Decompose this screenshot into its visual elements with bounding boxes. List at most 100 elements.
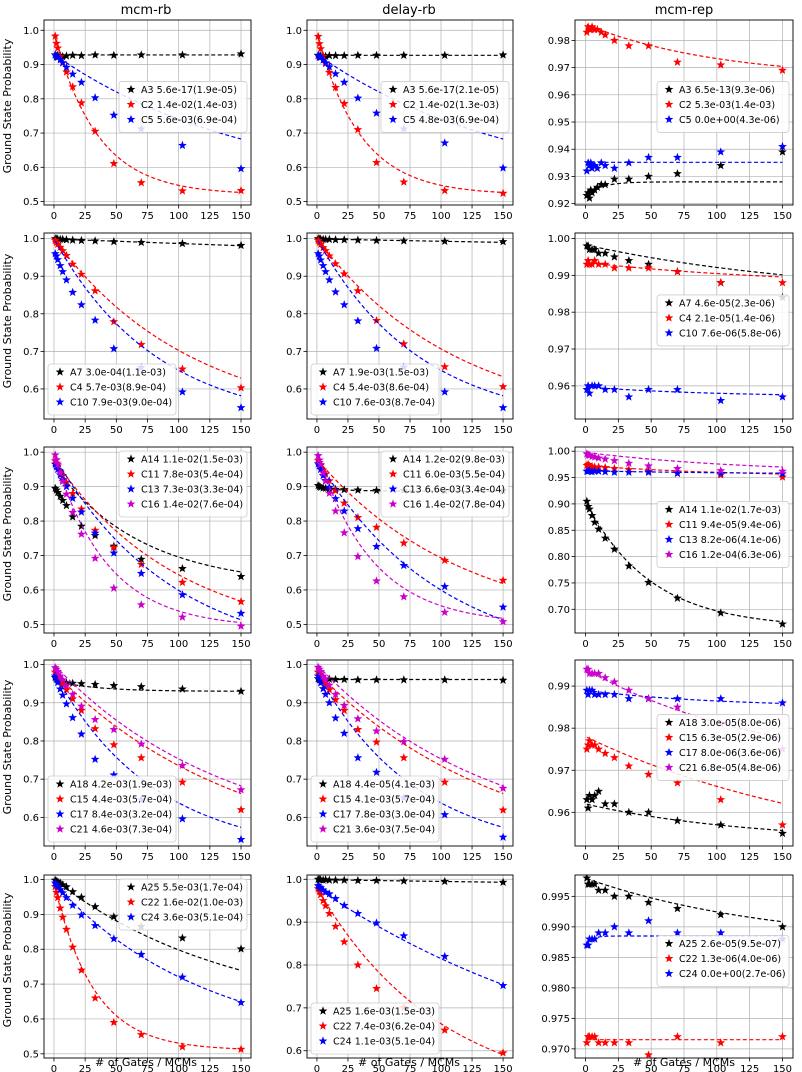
data-point: [331, 695, 340, 704]
x-tick-label: 125: [740, 639, 759, 650]
data-point: [315, 455, 324, 464]
data-point: [778, 392, 787, 401]
data-point: [55, 684, 65, 693]
data-point: [644, 41, 653, 50]
plot-area: [50, 875, 246, 1054]
data-point: [62, 482, 71, 491]
data-point: [594, 462, 604, 471]
data-point: [50, 249, 60, 258]
data-point: [109, 770, 119, 779]
x-tick-label: 0: [314, 639, 320, 650]
data-point: [498, 403, 508, 412]
x-tick-label: 125: [740, 852, 759, 863]
data-point: [236, 834, 246, 844]
x-tick-label: 50: [373, 852, 386, 863]
y-tick-label: 0.8: [23, 736, 39, 747]
legend-label: A7 3.0e-04(1.1e-03): [70, 368, 166, 379]
y-tick-label: 0.7: [23, 551, 39, 562]
fit-line: [586, 470, 783, 474]
data-point: [316, 459, 326, 469]
y-tick-label: 0.6: [286, 813, 302, 824]
x-tick-label: 0: [582, 639, 588, 650]
y-tick-label: 0.94: [548, 145, 570, 156]
series-A18: [313, 674, 508, 684]
data-point: [178, 563, 187, 573]
data-point: [372, 343, 381, 353]
data-point: [644, 1050, 653, 1058]
data-point: [498, 617, 508, 626]
data-point: [53, 487, 63, 497]
data-point: [62, 699, 71, 708]
data-point: [585, 504, 594, 513]
legend-marker: [126, 897, 136, 906]
x-tick-label: 100: [707, 425, 726, 436]
data-point: [353, 125, 363, 134]
data-point: [178, 814, 187, 823]
data-point: [324, 875, 334, 884]
fit-line: [317, 665, 504, 787]
fit-line: [317, 460, 504, 621]
y-axis-label-row4: Ground State Probability: [1, 679, 14, 814]
data-point: [600, 533, 610, 542]
data-point: [610, 891, 619, 901]
data-point: [77, 892, 86, 902]
data-point: [318, 885, 328, 894]
data-point: [58, 234, 68, 244]
col-title-mcm-rb: mcm-rb: [121, 3, 172, 18]
fit-line: [317, 888, 504, 986]
data-point: [324, 51, 334, 60]
data-point: [68, 69, 78, 78]
y-tick-label: 0.99: [548, 682, 570, 693]
fit-line: [317, 673, 504, 795]
data-point: [673, 928, 682, 937]
data-point: [353, 908, 363, 918]
data-point: [90, 528, 100, 537]
x-tick-label: 150: [231, 1064, 250, 1072]
legend-box: [656, 935, 790, 987]
fit-line: [317, 38, 504, 194]
data-point: [109, 740, 119, 749]
legend-label: A18 4.4e-05(4.1e-03): [333, 780, 435, 791]
data-point: [440, 754, 450, 764]
x-tick-label: 25: [342, 425, 355, 436]
fit-line: [54, 467, 242, 573]
legend-marker: [126, 99, 136, 109]
data-point: [590, 1032, 600, 1041]
x-tick-label: 50: [645, 852, 658, 863]
legend: A25 1.6e-03(1.5e-03) C22 7.4e-03(6.2e-04)…: [310, 1002, 440, 1055]
y-tick-label: 1.0: [286, 234, 302, 245]
y-axis-label-row5: Ground State Probability: [1, 892, 14, 1027]
y-tick-label: 0.96: [548, 381, 570, 392]
data-point: [55, 468, 65, 477]
y-tick-label: 0.7: [23, 775, 39, 786]
legend-label: C21 3.6e-03(7.5e-04): [333, 825, 435, 836]
x-tick-label: 100: [169, 852, 188, 863]
data-point: [136, 554, 146, 564]
data-point: [315, 674, 324, 683]
legend-label: C21 6.8e-05(4.8e-06): [679, 763, 781, 774]
data-point: [440, 138, 450, 147]
data-point: [583, 689, 593, 699]
data-point: [62, 489, 71, 498]
data-point: [58, 476, 68, 486]
data-point: [109, 50, 119, 60]
data-point: [313, 249, 323, 258]
data-point: [600, 259, 610, 269]
x-tick-label: 0: [582, 1064, 588, 1072]
fit-line: [586, 803, 783, 832]
data-point: [778, 147, 787, 156]
data-point: [600, 384, 610, 394]
data-point: [109, 344, 119, 353]
panel-mcm-rep-r3: 0 25 50 75 100 125 150 0.70 0.75 0.80 0.85 0.90 0.95…: [548, 446, 794, 650]
data-point: [62, 235, 71, 244]
x-tick-label: 75: [678, 852, 691, 863]
data-point: [68, 507, 78, 517]
y-tick-label: 0.96: [548, 90, 570, 101]
data-point: [716, 160, 726, 170]
plot-area: [582, 22, 787, 202]
legend: A18 4.2e-03(1.9e-03) C15 4.4e-03(5.7e-04)…: [47, 775, 177, 843]
legend: A14 1.1e-02(1.7e-03) C11 9.4e-05(9.4e-06)…: [656, 501, 790, 568]
data-point: [353, 753, 363, 762]
legend: A7 1.9e-03(1.5e-03) C4 5.4e-03(8.6e-04) C1…: [310, 363, 440, 416]
data-point: [339, 700, 349, 710]
